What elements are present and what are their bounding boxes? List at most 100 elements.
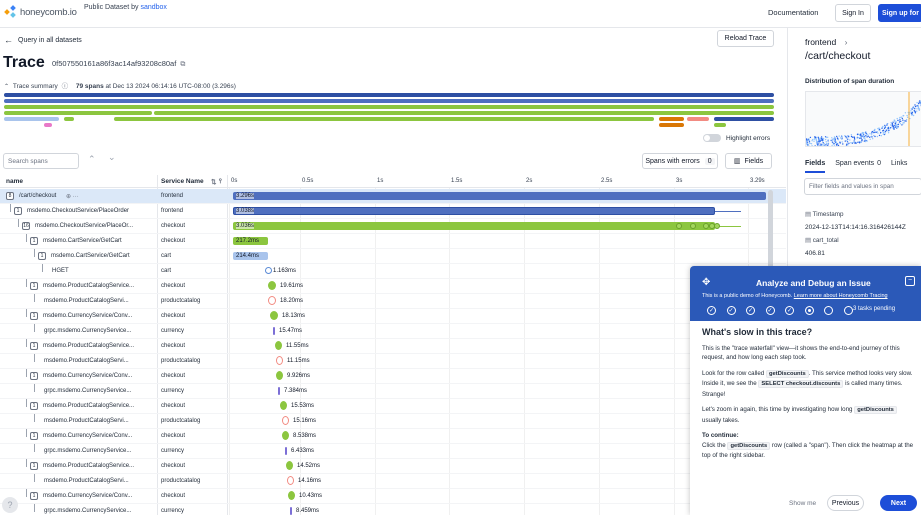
field-value[interactable]: 2024-12-13T14:14:16.316426144Z (805, 224, 906, 231)
dataset-link[interactable]: sandbox (140, 4, 167, 11)
column-header-service[interactable]: Service Name (161, 178, 204, 185)
highlight-errors-toggle[interactable]: Highlight errors (703, 134, 770, 142)
span-bar[interactable] (233, 207, 715, 215)
span-bar[interactable] (273, 327, 275, 335)
span-row[interactable]: HGET cart 1.163ms (0, 264, 786, 279)
span-row[interactable]: 1 msdemo.ProductCatalogService... checkout… (0, 339, 786, 354)
child-count-badge[interactable]: 1 (30, 342, 38, 350)
span-row[interactable]: 1 msdemo.ProductCatalogService... checkout… (0, 399, 786, 414)
span-bar[interactable] (233, 252, 268, 260)
span-bar[interactable] (233, 192, 766, 200)
span-bar[interactable] (275, 341, 282, 350)
documentation-link[interactable]: Documentation (768, 8, 819, 17)
child-count-badge[interactable]: 1 (30, 282, 38, 290)
child-count-badge[interactable]: 1 (38, 252, 46, 260)
reload-trace-button[interactable]: Reload Trace (717, 30, 774, 47)
span-bar[interactable] (278, 387, 280, 395)
tab-span-events[interactable]: Span events 0 (835, 160, 881, 173)
span-row[interactable]: msdemo.ProductCatalogServi... productcata… (0, 354, 786, 369)
span-bar[interactable] (233, 222, 715, 230)
row-actions-icon[interactable]: ⊕ ··· (66, 194, 79, 200)
previous-button[interactable]: Previous (827, 495, 864, 511)
chevron-down-icon[interactable]: ⌄ (108, 152, 116, 162)
minimize-icon[interactable]: − (905, 276, 915, 286)
pin-icon[interactable]: ⫯ (219, 178, 222, 185)
sign-in-button[interactable]: Sign In (835, 4, 871, 22)
heatmap-cell (818, 141, 821, 143)
toggle-switch[interactable] (703, 134, 721, 142)
spans-with-errors-button[interactable]: Spans with errors 0 (642, 153, 718, 169)
fields-button[interactable]: ▥ Fields (725, 153, 772, 169)
span-row[interactable]: msdemo.ProductCatalogServi... productcata… (0, 294, 786, 309)
span-bar[interactable] (268, 281, 276, 290)
column-header-name[interactable]: name (6, 178, 23, 185)
sort-icon[interactable]: ⇅ (211, 179, 217, 186)
show-me-button[interactable]: Show me (789, 500, 817, 507)
child-count-badge[interactable]: 1 (30, 432, 38, 440)
span-row[interactable]: 16 msdemo.CheckoutService/PlaceOr... check… (0, 219, 786, 234)
child-count-badge[interactable]: 1 (30, 402, 38, 410)
span-bar[interactable] (280, 401, 287, 410)
child-count-badge[interactable]: 1 (30, 492, 38, 500)
learn-more-link[interactable]: Learn more about Honeycomb Tracing (793, 293, 888, 299)
span-row[interactable]: grpc.msdemo.CurrencyService... currency 15… (0, 324, 786, 339)
span-row[interactable]: 1 msdemo.CurrencyService/Conv... checkout 9… (0, 369, 786, 384)
span-event-dot[interactable] (703, 223, 709, 229)
field-value[interactable]: 406.81 (805, 250, 825, 257)
child-count-badge[interactable]: 1 (30, 462, 38, 470)
span-bar[interactable] (270, 311, 278, 320)
span-bar[interactable] (286, 461, 293, 470)
span-bar[interactable] (282, 416, 289, 425)
span-row[interactable]: 1 msdemo.CheckoutService/PlaceOrder fronte… (0, 204, 786, 219)
chevron-up-icon[interactable]: ⌃ (88, 154, 96, 164)
span-bar[interactable] (287, 476, 294, 485)
duration-heatmap[interactable] (805, 91, 921, 147)
span-row[interactable]: 8/cart/checkout ⊕ ··· frontend 3.296s (0, 189, 786, 204)
trace-summary-label[interactable]: Trace summary (12, 83, 58, 90)
span-bar[interactable] (285, 447, 287, 455)
trace-minimap[interactable] (4, 93, 774, 131)
span-row[interactable]: grpc.msdemo.CurrencyService... currency 7.… (0, 384, 786, 399)
span-event-dot[interactable] (676, 223, 682, 229)
child-count-badge[interactable]: 1 (30, 312, 38, 320)
span-row[interactable]: msdemo.ProductCatalogServi... productcata… (0, 474, 786, 489)
chevron-up-icon[interactable]: ⌃ (4, 84, 10, 90)
span-bar[interactable] (265, 267, 272, 274)
span-row[interactable]: 1 msdemo.ProductCatalogService... checkout… (0, 459, 786, 474)
span-row[interactable]: 1 msdemo.ProductCatalogService... checkout… (0, 279, 786, 294)
sign-up-button[interactable]: Sign up for (878, 4, 921, 22)
logo[interactable]: honeycomb.io (4, 5, 77, 19)
span-row[interactable]: 1 msdemo.CartService/GetCart cart 214.4ms (0, 249, 786, 264)
filter-fields-input[interactable]: Filter fields and values in span (804, 178, 921, 195)
tab-fields[interactable]: Fields (805, 160, 826, 173)
span-bar[interactable] (276, 356, 283, 365)
child-count-badge[interactable]: 1 (30, 237, 38, 245)
span-row[interactable]: 1 msdemo.CurrencyService/Conv... checkout 1… (0, 309, 786, 324)
help-icon[interactable]: ? (2, 497, 18, 513)
tab-links[interactable]: Links (891, 160, 908, 167)
span-row[interactable]: 1 msdemo.CartService/GetCart checkout 217.2… (0, 234, 786, 249)
span-event-dot[interactable] (690, 223, 696, 229)
span-row[interactable]: grpc.msdemo.CurrencyService... currency 8.… (0, 504, 786, 515)
span-row[interactable]: 1 msdemo.CurrencyService/Conv... checkout 8… (0, 429, 786, 444)
span-bar[interactable] (233, 237, 268, 245)
span-bar[interactable] (282, 431, 289, 440)
span-event-dot[interactable] (714, 223, 720, 229)
child-count-badge[interactable]: 1 (14, 207, 22, 215)
move-icon[interactable]: ✥ (702, 277, 711, 288)
child-count-badge[interactable]: 16 (22, 222, 30, 230)
span-bar[interactable] (290, 507, 292, 515)
copy-icon[interactable]: ⧉ (180, 61, 186, 68)
back-link[interactable]: ← Query in all datasets (4, 35, 82, 45)
span-row[interactable]: grpc.msdemo.CurrencyService... currency 6.… (0, 444, 786, 459)
child-count-badge[interactable]: 8 (6, 192, 14, 200)
span-bar[interactable] (276, 371, 283, 380)
next-button[interactable]: Next (880, 495, 917, 511)
chevron-right-icon[interactable]: › (844, 37, 848, 47)
child-count-badge[interactable]: 1 (30, 372, 38, 380)
span-bar[interactable] (268, 296, 276, 305)
search-spans-input[interactable]: Search spans (3, 153, 79, 169)
span-row[interactable]: 1 msdemo.CurrencyService/Conv... checkout 1… (0, 489, 786, 504)
span-bar[interactable] (288, 491, 295, 500)
span-row[interactable]: msdemo.ProductCatalogServi... productcata… (0, 414, 786, 429)
